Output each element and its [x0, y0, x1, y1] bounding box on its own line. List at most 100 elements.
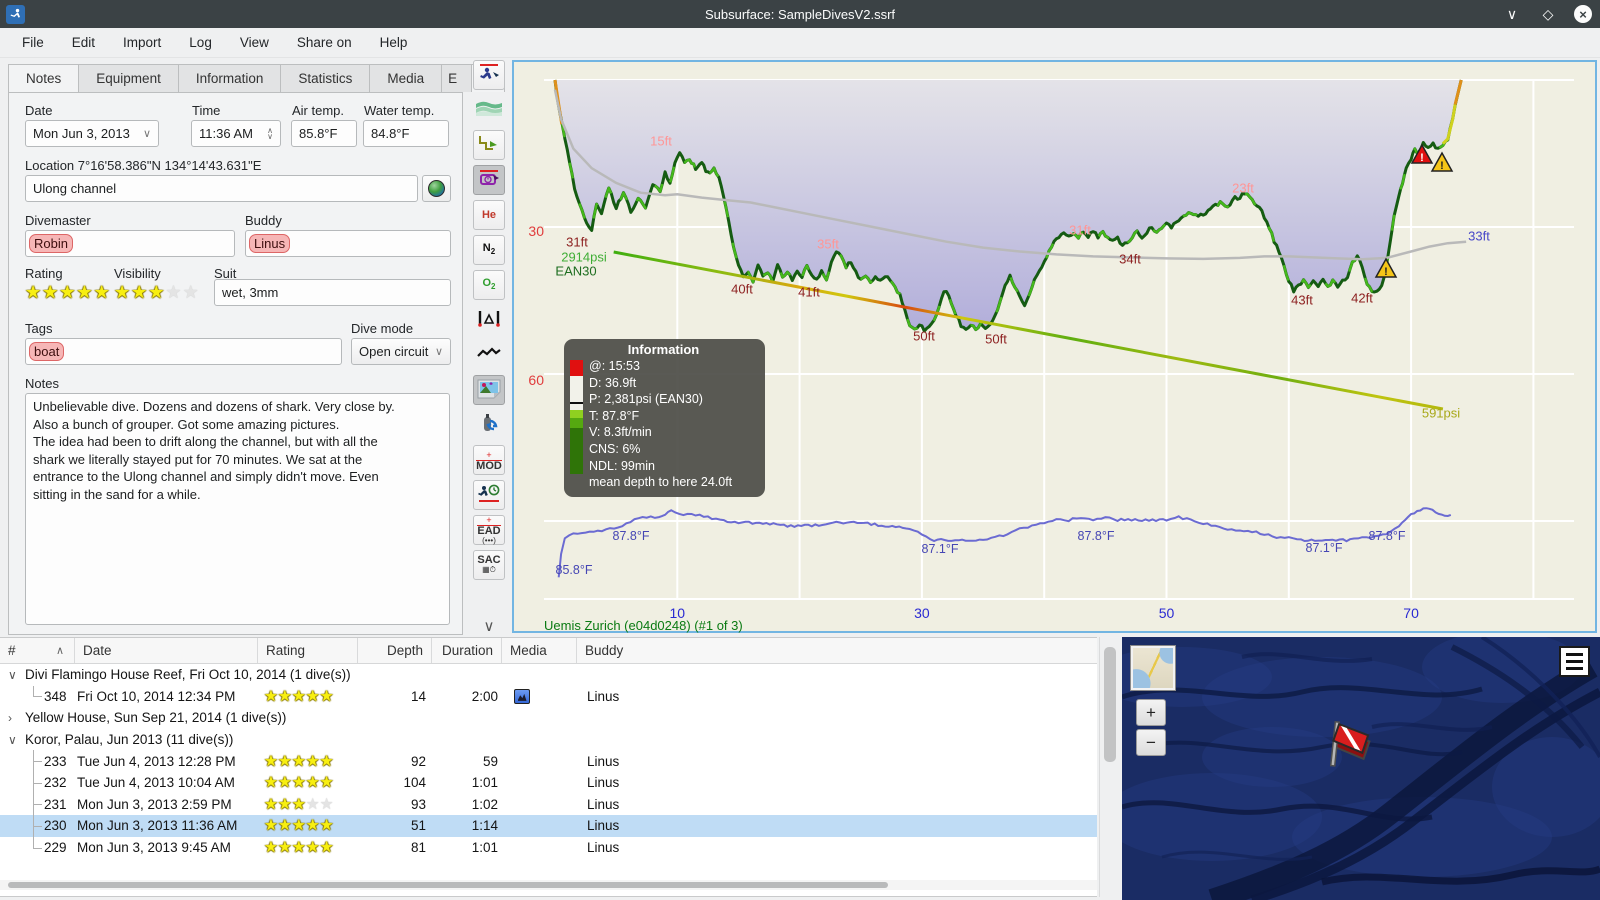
- notes-textarea[interactable]: Unbelievable dive. Dozens and dozens of …: [25, 393, 450, 625]
- menu-item-view[interactable]: View: [239, 35, 269, 50]
- info-box-legend-swatches: [570, 360, 583, 491]
- dive-row-233[interactable]: 233 Tue Jun 4, 2013 12:28 PM ★★★★★ 92 59 Linu…: [0, 750, 1097, 772]
- steps-icon: [478, 133, 500, 158]
- tags-field[interactable]: boat: [25, 338, 342, 365]
- spinner-arrows-icon[interactable]: ∧ ∨: [267, 125, 273, 141]
- time-field[interactable]: 11:36 AM ∧ ∨: [191, 120, 281, 147]
- column-header-rating[interactable]: Rating: [258, 638, 358, 663]
- map-menu-button[interactable]: [1559, 646, 1590, 677]
- divemode-label: Dive mode: [351, 321, 414, 336]
- tab-media[interactable]: Media: [370, 64, 443, 92]
- menu-item-help[interactable]: Help: [379, 35, 408, 50]
- chevron-expanded-icon[interactable]: ∨: [8, 667, 17, 682]
- info-box-line: @: 15:53: [589, 359, 640, 373]
- dive-list-vscrollbar[interactable]: [1099, 637, 1120, 897]
- maximize-button[interactable]: ◇: [1542, 5, 1554, 22]
- dive-row-348[interactable]: 348 Fri Oct 10, 2014 12:34 PM ★★★★★ 14 2:00 L…: [0, 685, 1097, 708]
- divemode-select[interactable]: Open circuit ∨: [351, 338, 451, 365]
- dive-row-230[interactable]: 230 Mon Jun 3, 2013 11:36 AM ★★★★★ 51 1:14 Li…: [0, 815, 1097, 837]
- waves-icon: [476, 100, 502, 121]
- map-zoom-out-button[interactable]: −: [1136, 729, 1166, 756]
- dive-row-231[interactable]: 231 Mon Jun 3, 2013 2:59 PM ★★★★★ 93 1:02 Lin…: [0, 793, 1097, 816]
- chevron-collapsed-icon[interactable]: ›: [8, 710, 12, 725]
- sac-toggle[interactable]: SAC ▦⏱: [473, 550, 505, 580]
- nitrogen-toggle[interactable]: N2: [473, 235, 505, 265]
- map-zoom-in-button[interactable]: +: [1136, 699, 1166, 726]
- tab-statistics[interactable]: Statistics: [281, 64, 371, 92]
- dive-mode-icon[interactable]: [473, 60, 505, 90]
- waves-icon[interactable]: [473, 95, 505, 125]
- trip-group-row[interactable]: ∨ Koror, Palau, Jun 2013 (11 dive(s)): [0, 729, 1097, 751]
- dive-depth: 51: [410, 818, 426, 834]
- dive-row-229[interactable]: 229 Mon Jun 3, 2013 9:45 AM ★★★★★ 81 1:01 Lin…: [0, 836, 1097, 859]
- toolbar-more-icon[interactable]: ∨: [483, 618, 495, 635]
- ruler-icon[interactable]: [473, 305, 505, 335]
- tab-e[interactable]: E: [442, 64, 473, 92]
- photos-toggle[interactable]: [473, 375, 505, 405]
- menu-item-import[interactable]: Import: [123, 35, 162, 50]
- column-header-depth[interactable]: Depth: [358, 638, 432, 663]
- location-map-button[interactable]: [422, 175, 451, 202]
- menu-item-log[interactable]: Log: [189, 35, 212, 50]
- gas-switch-icon[interactable]: [473, 410, 505, 440]
- buddy-field[interactable]: Linus: [245, 230, 451, 257]
- dive-rating-stars: ★★★★★: [264, 839, 334, 857]
- chevron-down-icon: ∨: [434, 346, 443, 358]
- dive-profile-panel[interactable]: !!! 30 60 10 30 50 70 15ft 31ft 2914psi EAN30 40ft…: [512, 60, 1597, 633]
- dive-list-hscrollbar[interactable]: [0, 880, 1097, 890]
- tab-equipment[interactable]: Equipment: [79, 64, 179, 92]
- menu-item-file[interactable]: File: [22, 35, 44, 50]
- profile-annotation: 42ft: [1351, 290, 1373, 306]
- helium-toggle[interactable]: He: [473, 200, 505, 230]
- ead-toggle-label: + EAD (•••): [477, 514, 501, 545]
- dive-number: 230: [44, 818, 67, 834]
- depth-axis-tick: 30: [528, 223, 544, 239]
- dcclock-icon: [478, 168, 500, 193]
- oxygen-toggle[interactable]: O2: [473, 270, 505, 300]
- warning-triangle-icon: !: [1374, 257, 1398, 278]
- trip-group-row[interactable]: ∨ Divi Flamingo House Reef, Fri Oct 10, 2…: [0, 664, 1097, 686]
- dive-duration: 2:00: [471, 688, 498, 704]
- mod-toggle[interactable]: + MOD: [473, 445, 505, 475]
- watertemp-field[interactable]: 84.8°F: [363, 120, 449, 147]
- menu-item-share-on[interactable]: Share on: [296, 35, 352, 50]
- dive-site-map[interactable]: + −: [1122, 637, 1600, 900]
- profile-events-icon[interactable]: [473, 130, 505, 160]
- column-header-media[interactable]: Media: [502, 638, 577, 663]
- dc-ceiling-icon[interactable]: [473, 165, 505, 195]
- column-header-date[interactable]: Date: [75, 638, 258, 663]
- menu-item-edit[interactable]: Edit: [71, 35, 96, 50]
- chevron-expanded-icon[interactable]: ∨: [8, 732, 17, 747]
- dive-depth: 14: [410, 688, 426, 704]
- ead-toggle[interactable]: + EAD (•••): [473, 515, 505, 545]
- visibility-stars[interactable]: ★ ★ ★ ★ ★: [114, 282, 200, 302]
- map-type-button[interactable]: [1130, 645, 1176, 691]
- media-thumbnail-icon[interactable]: [514, 688, 530, 704]
- nitrogen-toggle-label: N2: [482, 241, 496, 257]
- dive-buddy: Linus: [587, 775, 620, 791]
- tab-notes[interactable]: Notes: [8, 64, 80, 92]
- trip-group-row[interactable]: › Yellow House, Sun Sep 21, 2014 (1 dive(…: [0, 707, 1097, 729]
- column-header-buddy[interactable]: Buddy: [585, 643, 624, 658]
- rating-stars[interactable]: ★ ★ ★ ★ ★: [25, 282, 111, 302]
- photo-icon: [476, 377, 502, 404]
- dive-depth: 93: [410, 796, 426, 812]
- minimize-button[interactable]: ∨: [1506, 5, 1518, 22]
- time-axis-tick: 10: [669, 605, 686, 621]
- dive-row-232[interactable]: 232 Tue Jun 4, 2013 10:04 AM ★★★★★ 104 1:01 L…: [0, 771, 1097, 794]
- location-field[interactable]: Ulong channel: [25, 175, 418, 202]
- divemaster-field[interactable]: Robin: [25, 230, 235, 257]
- airtemp-field[interactable]: 85.8°F: [291, 120, 357, 147]
- tab-information[interactable]: Information: [178, 64, 282, 92]
- heartrate-icon[interactable]: [473, 340, 505, 370]
- date-field[interactable]: Mon Jun 3, 2013 ∨: [25, 120, 159, 147]
- dive-rating-stars: ★★★★★: [264, 687, 334, 705]
- dive-depth: 92: [410, 753, 426, 769]
- diverclock-icon: [477, 483, 501, 508]
- suit-field[interactable]: wet, 3mm: [214, 279, 451, 306]
- dive-duration: 1:14: [471, 818, 498, 834]
- column-header-num[interactable]: # ∧: [0, 638, 75, 663]
- ndl-toggle[interactable]: [473, 480, 505, 510]
- column-header-duration[interactable]: Duration: [432, 638, 502, 663]
- close-button[interactable]: ×: [1574, 5, 1592, 23]
